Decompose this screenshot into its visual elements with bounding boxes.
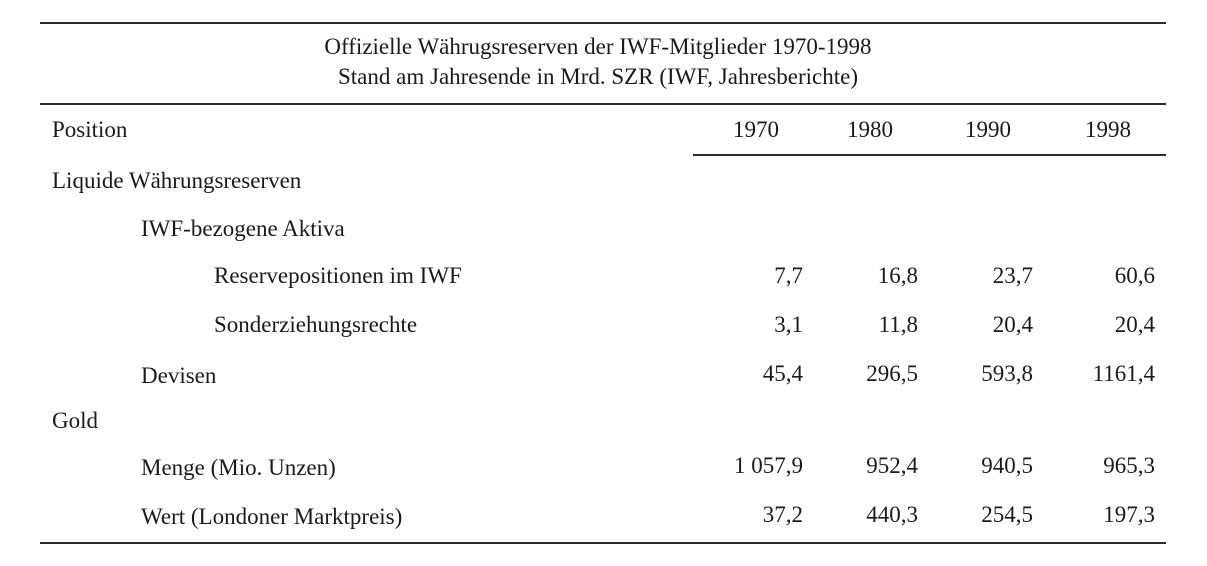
table-title-line-1: Offizielle Währugsreserven der IWF-Mitgl… — [324, 34, 872, 59]
table-cell: 60,6 — [1114, 263, 1155, 288]
table-bottom-rule — [40, 542, 1166, 544]
table-title: Offizielle Währugsreserven der IWF-Mitgl… — [40, 32, 1166, 92]
row-label-devisen: Devisen — [141, 363, 217, 388]
table-cell: 952,4 — [866, 453, 918, 478]
table-cell: 23,7 — [992, 263, 1033, 288]
header-year-1980: 1980 — [847, 117, 893, 142]
header-position: Position — [52, 117, 128, 142]
header-year-1970: 1970 — [733, 117, 779, 142]
row-label-gold: Gold — [52, 408, 98, 433]
table-cell: 197,3 — [1103, 502, 1155, 527]
table-cell: 16,8 — [877, 263, 918, 288]
row-label-iwf-bezogene-aktiva: IWF-bezogene Aktiva — [141, 216, 345, 241]
table-cell: 3,1 — [774, 312, 803, 337]
table-cell: 254,5 — [981, 502, 1033, 527]
table-cell: 1161,4 — [1092, 361, 1155, 386]
row-label-liquide-waehrungsreserven: Liquide Währungsreserven — [52, 168, 302, 193]
header-column-rule — [693, 154, 1166, 156]
title-separator-rule — [40, 103, 1166, 105]
table-cell: 7,7 — [774, 263, 803, 288]
header-year-1998: 1998 — [1085, 117, 1131, 142]
table-cell: 940,5 — [981, 453, 1033, 478]
row-label-menge: Menge (Mio. Unzen) — [141, 455, 336, 480]
table-title-line-2: Stand am Jahresende in Mrd. SZR (IWF, Ja… — [338, 64, 858, 89]
table-cell: 11,8 — [878, 312, 918, 337]
table-cell: 965,3 — [1103, 453, 1155, 478]
table-cell: 37,2 — [762, 502, 803, 527]
row-label-reservepositionen: Reservepositionen im IWF — [214, 263, 462, 288]
table-cell: 20,4 — [992, 312, 1033, 337]
header-year-1990: 1990 — [965, 117, 1011, 142]
table-cell: 1 057,9 — [734, 453, 803, 478]
row-label-sonderziehungsrechte: Sonderziehungsrechte — [214, 312, 418, 337]
table-cell: 20,4 — [1114, 312, 1155, 337]
table-cell: 45,4 — [762, 361, 803, 386]
table-cell: 440,3 — [866, 502, 918, 527]
table-cell: 593,8 — [981, 361, 1033, 386]
table-top-rule — [40, 22, 1166, 24]
table-cell: 296,5 — [866, 361, 918, 386]
row-label-wert: Wert (Londoner Marktpreis) — [141, 504, 403, 529]
